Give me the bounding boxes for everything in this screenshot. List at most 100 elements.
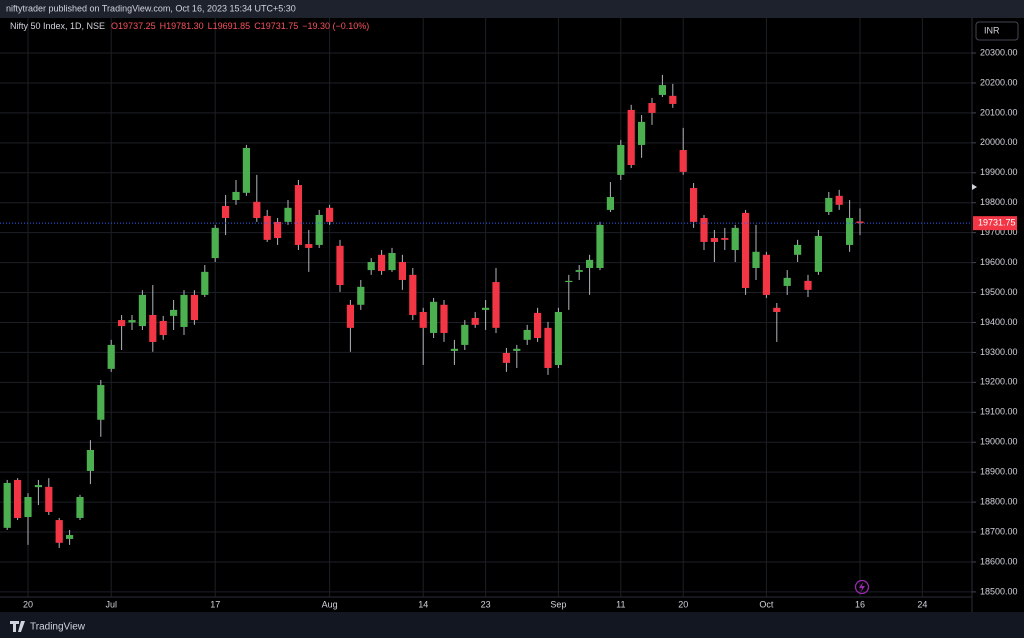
y-tick-label: 18700.00 xyxy=(980,526,1018,536)
event-icon-bolt xyxy=(859,582,865,592)
x-tick-label: Aug xyxy=(322,599,338,609)
candle-body xyxy=(627,109,635,165)
last-price-label: 19731.75 xyxy=(978,218,1016,228)
x-tick-label: 20 xyxy=(23,599,33,609)
candle-body xyxy=(856,221,864,224)
candle-body xyxy=(398,261,406,280)
candle-body xyxy=(846,217,854,245)
candle-body xyxy=(274,221,282,239)
candle-body xyxy=(242,147,250,193)
candle-body xyxy=(565,280,573,283)
x-tick-label: Oct xyxy=(759,599,774,609)
candle-body xyxy=(513,348,521,351)
candle-body xyxy=(762,254,770,295)
candle-body xyxy=(170,309,178,316)
candle-body xyxy=(648,103,656,113)
candle-body xyxy=(658,85,666,95)
candle-body xyxy=(783,277,791,286)
x-tick-label: Sep xyxy=(550,599,566,609)
legend-close: C19731.75 xyxy=(254,21,298,31)
y-tick-label: 19700.00 xyxy=(980,227,1018,237)
candle-body xyxy=(367,261,375,271)
header-bar xyxy=(0,0,1024,18)
x-tick-label: 17 xyxy=(210,599,220,609)
candle-body xyxy=(523,329,531,340)
candle-body xyxy=(502,353,510,363)
candle-body xyxy=(211,227,219,259)
candle-body xyxy=(66,535,74,539)
y-tick-label: 19600.00 xyxy=(980,257,1018,267)
x-tick-label: 23 xyxy=(481,599,491,609)
y-tick-label: 19300.00 xyxy=(980,347,1018,357)
x-tick-label: 20 xyxy=(678,599,688,609)
y-tick-label: 20100.00 xyxy=(980,107,1018,117)
candle-body xyxy=(378,254,386,271)
axis-marker xyxy=(972,184,977,190)
x-tick-label: 16 xyxy=(855,599,865,609)
candle-body xyxy=(55,520,63,543)
footer-logo xyxy=(10,621,25,632)
candle-body xyxy=(606,197,614,210)
event-icon[interactable] xyxy=(854,579,870,595)
y-tick-label: 19500.00 xyxy=(980,287,1018,297)
candle-body xyxy=(409,274,417,315)
legend-symbol: Nifty 50 Index, 1D, NSE xyxy=(10,21,105,31)
legend-high: H19781.30 xyxy=(160,21,204,31)
candle-body xyxy=(346,304,354,328)
candle-body xyxy=(450,348,458,351)
candle-body xyxy=(710,238,718,242)
candle-body xyxy=(3,482,11,528)
candle-body xyxy=(222,206,230,218)
legend-low: L19691.85 xyxy=(208,21,251,31)
candle-body xyxy=(430,301,438,333)
candle-body xyxy=(596,224,604,268)
candle-body xyxy=(76,497,84,518)
candle-body xyxy=(461,324,469,345)
legend-open: O19737.25 xyxy=(111,21,156,31)
candle-body xyxy=(534,312,542,339)
y-tick-label: 18500.00 xyxy=(980,586,1018,596)
candle-body xyxy=(492,282,500,328)
footer: TradingView xyxy=(30,622,86,633)
x-tick-label: 24 xyxy=(917,599,927,609)
candle-body xyxy=(86,450,94,471)
y-tick-label: 20300.00 xyxy=(980,47,1018,57)
candle-body xyxy=(232,191,240,201)
candle-body xyxy=(804,280,812,290)
y-tick-label: 19400.00 xyxy=(980,317,1018,327)
candle-body xyxy=(97,385,105,420)
candle-body xyxy=(721,238,729,240)
currency-button[interactable] xyxy=(975,21,1019,41)
candle-body xyxy=(471,317,479,325)
candle-body xyxy=(294,185,302,245)
y-tick-label: 19100.00 xyxy=(980,407,1018,417)
candle-body xyxy=(284,207,292,222)
candle-body xyxy=(586,259,594,268)
candle-body xyxy=(45,486,53,512)
y-tick-label: 18600.00 xyxy=(980,556,1018,566)
candle-body xyxy=(731,227,739,251)
candle-body xyxy=(575,270,583,272)
candle-body xyxy=(669,95,677,104)
footer-bar xyxy=(0,612,1024,638)
candle-body xyxy=(14,479,22,518)
candle-body xyxy=(253,201,261,218)
legend: Nifty 50 Index, 1D, NSE O19737.25 H19781.3… xyxy=(10,21,369,31)
candle-body xyxy=(107,344,115,369)
candle-body xyxy=(24,497,32,518)
y-tick-label: 19200.00 xyxy=(980,377,1018,387)
y-tick-label: 19800.00 xyxy=(980,197,1018,207)
candle-body xyxy=(825,197,833,212)
candle-body xyxy=(305,244,313,248)
y-tick-label: 20200.00 xyxy=(980,77,1018,87)
candle-body xyxy=(690,188,698,222)
candle-body xyxy=(742,212,750,289)
candle-body xyxy=(835,195,843,205)
y-tick-label: 18800.00 xyxy=(980,496,1018,506)
legend-change: −19.30 (−0.10%) xyxy=(302,21,369,31)
candle-body xyxy=(814,235,822,272)
candle-body xyxy=(482,307,490,310)
candle-body xyxy=(138,294,146,327)
candle-body xyxy=(315,214,323,245)
